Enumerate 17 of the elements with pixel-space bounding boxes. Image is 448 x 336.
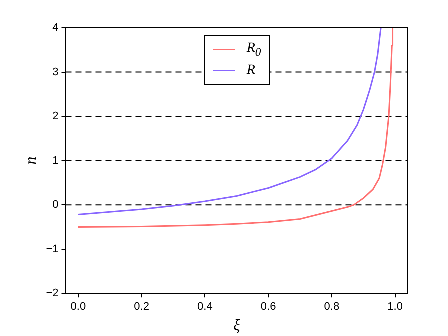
x-tick-label: 0.4 (198, 301, 213, 314)
y-tick-label: 4 (52, 22, 59, 34)
y-tick-label: 3 (52, 66, 59, 78)
y-axis-title: n (22, 156, 40, 165)
y-tick-label: 0 (52, 199, 59, 212)
y-tick-label: −2 (46, 288, 59, 300)
x-axis-title: ξ (233, 318, 240, 335)
x-tick-label: 0.2 (134, 301, 150, 314)
y-tick-label: 1 (52, 154, 59, 167)
x-tick-label: 0.8 (324, 301, 340, 314)
x-tick-label: 0.6 (260, 301, 276, 314)
x-tick-label: 0.0 (70, 301, 86, 314)
legend-label: R (246, 62, 256, 78)
legend-label: R$_{0}$ (246, 40, 262, 58)
x-tick-label: 1.0 (388, 301, 403, 314)
y-tick-label: −1 (46, 243, 59, 256)
y-tick-label: 2 (52, 110, 59, 123)
